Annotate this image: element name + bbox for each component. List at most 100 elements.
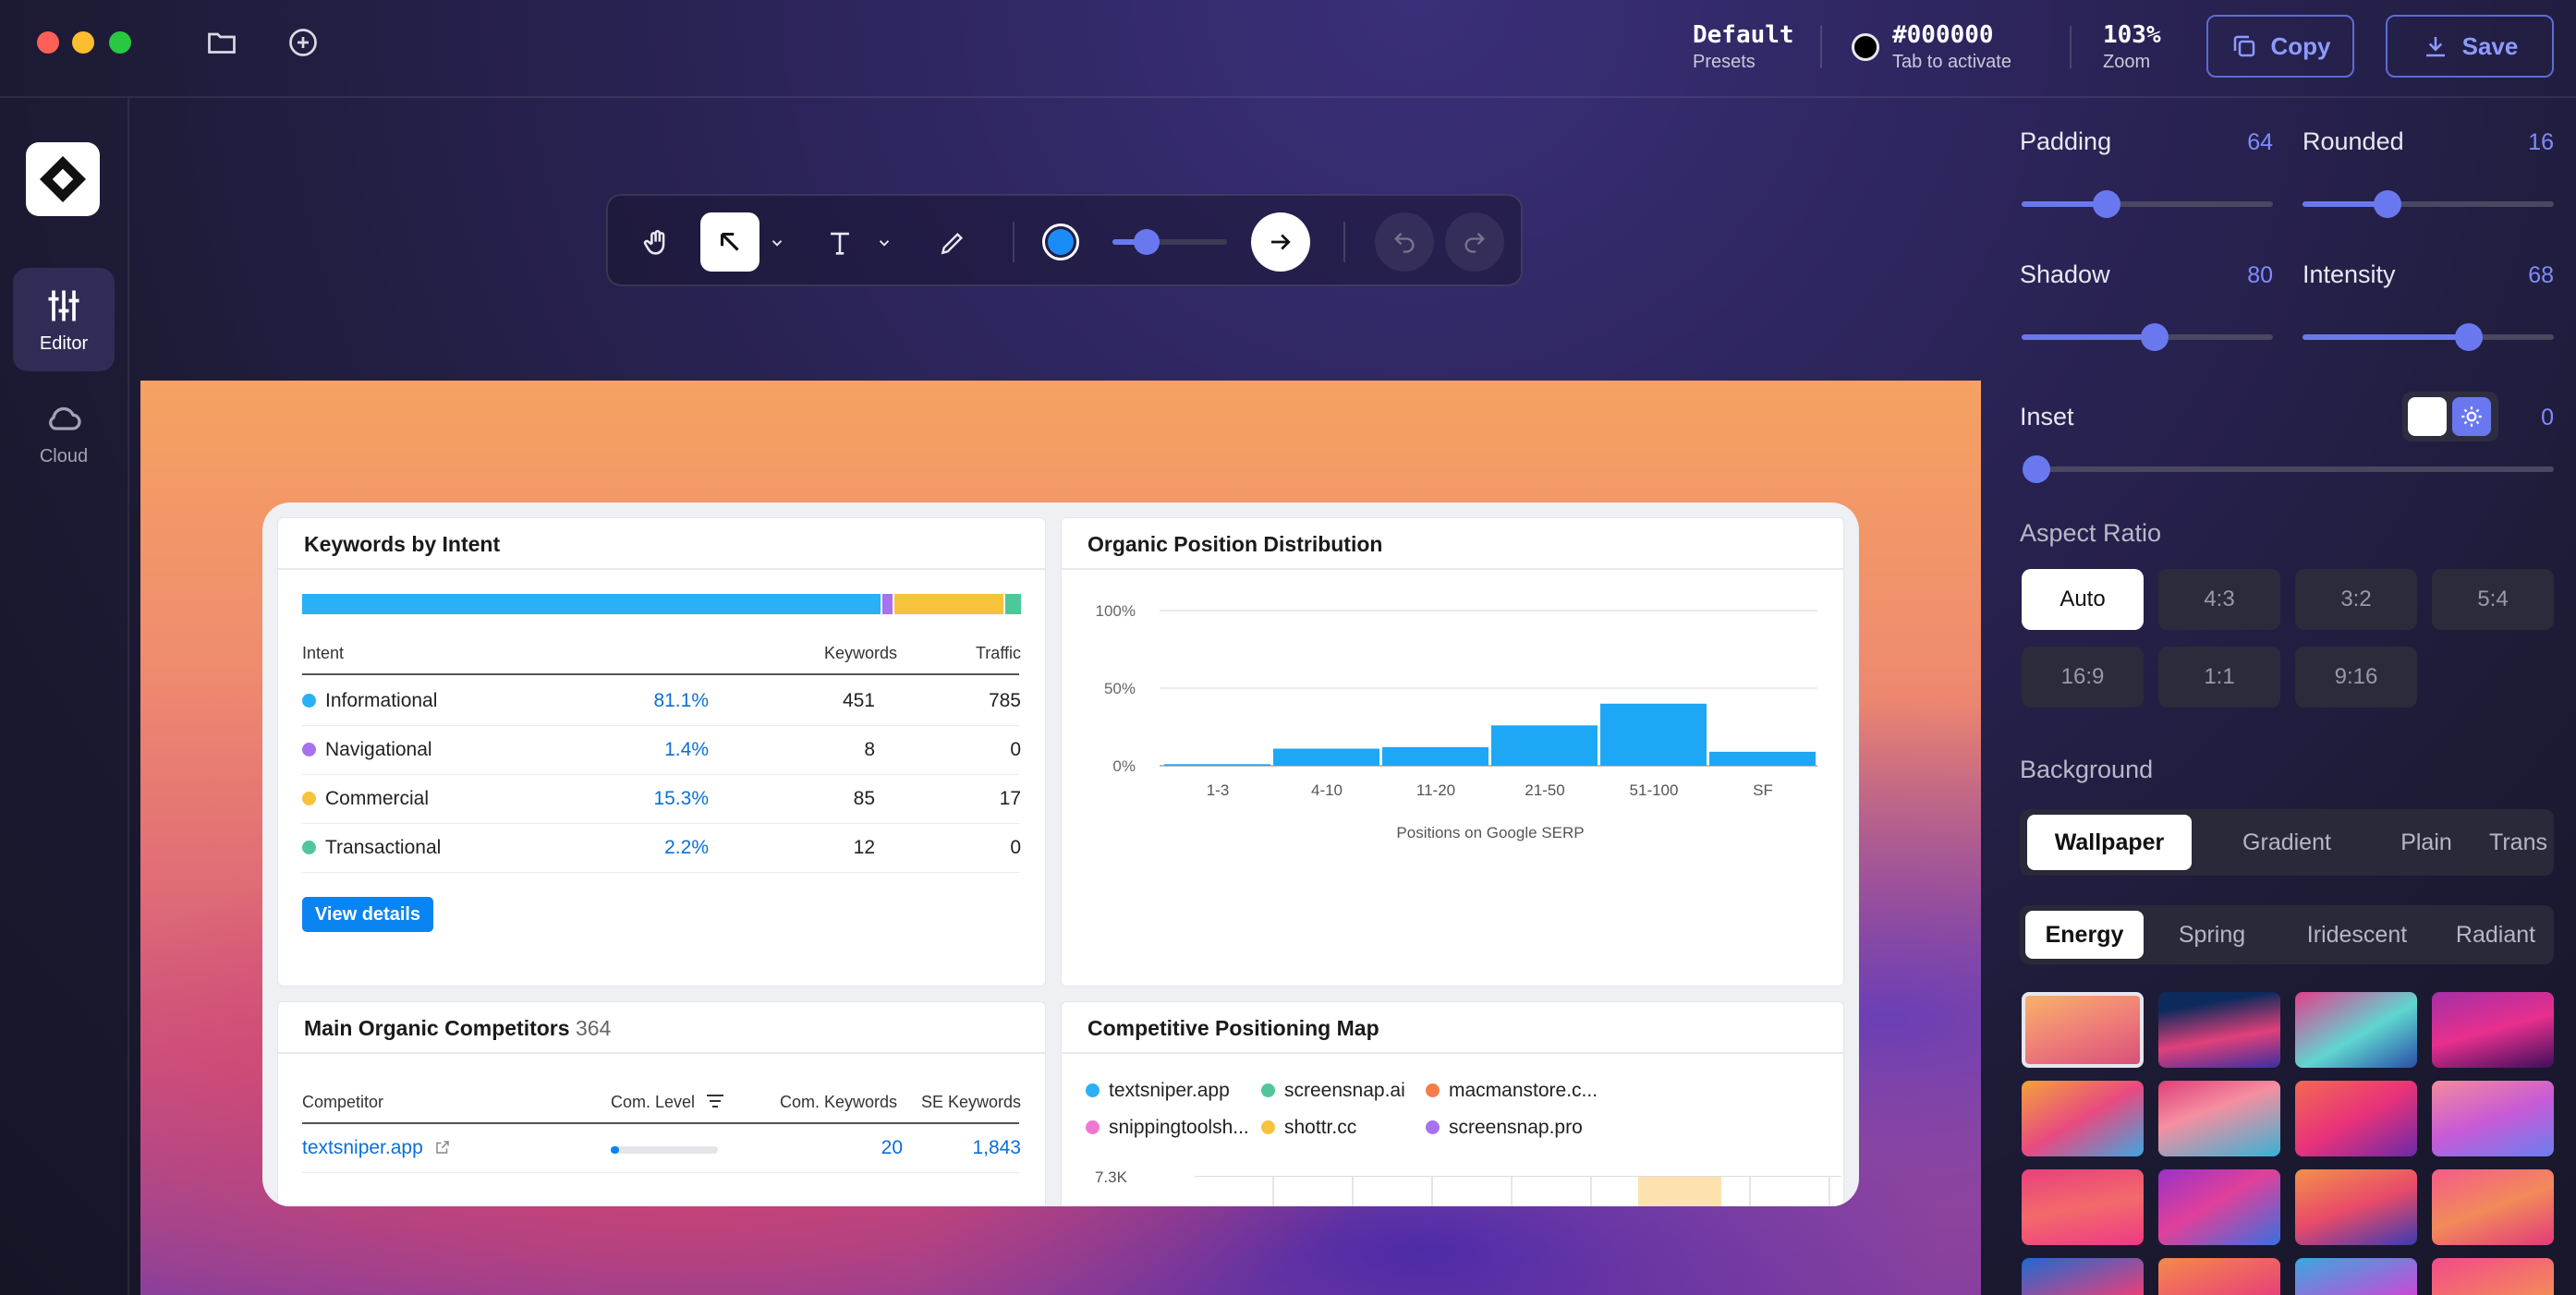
rail-item-editor[interactable]: Editor xyxy=(13,268,115,371)
intent-bar-segment xyxy=(302,594,881,614)
color-field[interactable]: #000000 Tab to activate xyxy=(1892,20,2011,76)
wallpaper-thumb[interactable] xyxy=(2295,1169,2417,1245)
wallpaper-thumb[interactable] xyxy=(2432,992,2554,1068)
legend-item[interactable]: macmanstore.c... xyxy=(1426,1080,1598,1102)
wallpaper-thumb[interactable] xyxy=(2158,1258,2280,1295)
color-swatch[interactable] xyxy=(1852,33,1879,61)
legend-item[interactable]: snippingtoolsh... xyxy=(1086,1117,1249,1139)
inset-mode-toggle[interactable] xyxy=(2402,392,2498,442)
slider-knob[interactable] xyxy=(2374,190,2402,218)
legend-item[interactable]: shottr.cc xyxy=(1261,1117,1356,1139)
distribution-bar[interactable] xyxy=(1600,703,1707,766)
legend-item[interactable]: textsniper.app xyxy=(1086,1080,1230,1102)
minimize-window-button[interactable] xyxy=(72,31,94,54)
se-keywords-value[interactable]: 1,843 xyxy=(972,1137,1021,1158)
wallpaper-thumb[interactable] xyxy=(2295,1081,2417,1156)
wallpaper-category-radiant[interactable]: Radiant xyxy=(2455,921,2536,948)
add-icon[interactable] xyxy=(285,26,322,63)
intent-share[interactable]: 81.1% xyxy=(653,690,709,711)
wallpaper-thumb[interactable] xyxy=(2295,992,2417,1068)
text-icon xyxy=(831,232,849,255)
inset-auto-option[interactable] xyxy=(2452,397,2491,436)
wallpaper-category-energy[interactable]: Energy xyxy=(2025,911,2144,959)
stroke-width-slider[interactable] xyxy=(1112,229,1227,255)
distribution-bar[interactable] xyxy=(1709,751,1816,766)
close-window-button[interactable] xyxy=(37,31,59,54)
text-tool-dropdown[interactable] xyxy=(870,218,898,268)
wallpaper-thumb[interactable] xyxy=(2158,992,2280,1068)
legend-dot xyxy=(1426,1083,1440,1097)
column-header-sortable[interactable]: Com. Level xyxy=(611,1093,724,1112)
intent-share[interactable]: 1.4% xyxy=(664,739,709,760)
aspect-option-9-16[interactable]: 9:16 xyxy=(2295,647,2417,708)
wallpaper-thumb[interactable] xyxy=(2022,992,2144,1068)
maximize-window-button[interactable] xyxy=(109,31,131,54)
background-tab-gradient[interactable]: Gradient xyxy=(2242,829,2331,855)
arrow-style-button[interactable] xyxy=(1251,212,1310,272)
aspect-option-4-3[interactable]: 4:3 xyxy=(2158,569,2280,630)
select-tool-dropdown[interactable] xyxy=(763,218,791,268)
slider-knob[interactable] xyxy=(1134,229,1160,255)
y-tick-label: 0% xyxy=(1112,757,1136,775)
distribution-bar[interactable] xyxy=(1382,746,1488,766)
distribution-bar[interactable] xyxy=(1164,764,1270,766)
padding-slider[interactable] xyxy=(2022,190,2273,218)
select-tool[interactable] xyxy=(700,212,759,272)
distribution-bar[interactable] xyxy=(1273,748,1379,766)
wallpaper-thumb[interactable] xyxy=(2022,1258,2144,1295)
wallpaper-thumb[interactable] xyxy=(2158,1081,2280,1156)
aspect-option-16-9[interactable]: 16:9 xyxy=(2022,647,2144,708)
intensity-slider[interactable] xyxy=(2303,323,2554,351)
legend-label: screensnap.pro xyxy=(1449,1117,1583,1138)
view-details-button[interactable]: View details xyxy=(302,897,433,932)
inset-light-option[interactable] xyxy=(2408,397,2447,436)
aspect-option-1-1[interactable]: 1:1 xyxy=(2158,647,2280,708)
wallpaper-thumb[interactable] xyxy=(2432,1081,2554,1156)
background-tab-wallpaper[interactable]: Wallpaper xyxy=(2027,815,2192,870)
copy-button[interactable]: Copy xyxy=(2206,15,2354,78)
wallpaper-thumb[interactable] xyxy=(2432,1169,2554,1245)
distribution-bar[interactable] xyxy=(1491,725,1598,766)
legend-item[interactable]: screensnap.ai xyxy=(1261,1080,1405,1102)
undo-button[interactable] xyxy=(1375,212,1434,272)
aspect-option-5-4[interactable]: 5:4 xyxy=(2432,569,2554,630)
wallpaper-thumb[interactable] xyxy=(2432,1258,2554,1295)
table-row: Navigational 1.4% 8 0 xyxy=(302,726,1021,775)
slider-knob[interactable] xyxy=(2454,323,2483,351)
legend-item[interactable]: screensnap.pro xyxy=(1426,1117,1583,1139)
competitor-link[interactable]: textsniper.app xyxy=(302,1137,451,1159)
intent-share[interactable]: 2.2% xyxy=(664,837,709,858)
zoom-control[interactable]: 103% Zoom xyxy=(2103,20,2161,76)
save-button[interactable]: Save xyxy=(2386,15,2554,78)
rounded-slider[interactable] xyxy=(2303,190,2554,218)
com-keywords-value[interactable]: 20 xyxy=(881,1137,903,1158)
wallpaper-category-spring[interactable]: Spring xyxy=(2178,921,2246,948)
hand-tool[interactable] xyxy=(632,218,682,268)
wallpaper-thumb[interactable] xyxy=(2022,1169,2144,1245)
aspect-option-3-2[interactable]: 3:2 xyxy=(2295,569,2417,630)
text-tool[interactable] xyxy=(815,218,865,268)
slider-knob[interactable] xyxy=(2023,455,2050,483)
aspect-option-Auto[interactable]: Auto xyxy=(2022,569,2144,630)
slider-knob[interactable] xyxy=(2141,323,2169,351)
background-tab-plain[interactable]: Plain xyxy=(2400,829,2452,855)
divider xyxy=(302,673,1019,675)
background-tab-trans[interactable]: Trans xyxy=(2489,829,2547,855)
rail-item-cloud[interactable]: Cloud xyxy=(13,381,115,484)
folder-icon[interactable] xyxy=(203,26,240,63)
wallpaper-category-iridescent[interactable]: Iridescent xyxy=(2306,921,2408,948)
shadow-slider[interactable] xyxy=(2022,323,2273,351)
slider-knob[interactable] xyxy=(2093,190,2121,218)
inset-slider[interactable] xyxy=(2023,455,2554,483)
color-value: #000000 xyxy=(1892,21,1994,49)
intent-dot xyxy=(302,694,316,708)
wallpaper-thumb[interactable] xyxy=(2158,1169,2280,1245)
pen-tool[interactable] xyxy=(928,218,978,268)
preset-selector[interactable]: Default Presets xyxy=(1693,20,1794,76)
wallpaper-thumb[interactable] xyxy=(2022,1081,2144,1156)
wallpaper-thumb[interactable] xyxy=(2295,1258,2417,1295)
app-logo xyxy=(26,142,100,216)
redo-button[interactable] xyxy=(1445,212,1504,272)
intent-share[interactable]: 15.3% xyxy=(653,788,709,809)
stroke-color-swatch[interactable] xyxy=(1042,224,1079,260)
